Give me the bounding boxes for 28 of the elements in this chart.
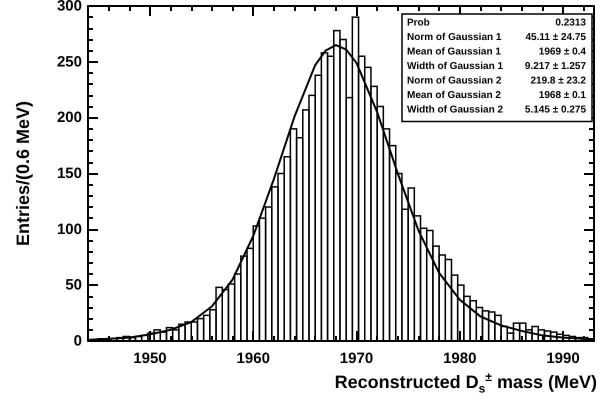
- annotation: 219.8 ± 23.2: [530, 76, 586, 86]
- y-tick-label: 150: [56, 165, 82, 182]
- annotation: Width of Gaussian 2: [407, 104, 504, 116]
- y-tick-label: 100: [56, 220, 82, 238]
- annotation: Width of Gaussian 1: [407, 61, 504, 72]
- y-tick-label: 50: [65, 276, 82, 294]
- x-tick-label: 1990: [546, 350, 580, 367]
- x-tick-label: 1980: [443, 350, 476, 367]
- annotation: 0.2313: [555, 18, 586, 28]
- x-tick-label: 1950: [133, 350, 167, 367]
- annotation: 45.11 ± 24.75: [525, 32, 586, 43]
- x-axis-title: Reconstructed D$_{s}$$^{±}$ mass (MeV): [334, 370, 597, 396]
- y-tick-label: 250: [56, 53, 82, 70]
- annotation: Prob: [407, 18, 430, 28]
- annotation: Norm of Gaussian 1: [407, 32, 502, 43]
- y-tick-label: 300: [56, 0, 82, 14]
- y-tick-label: 200: [56, 109, 82, 126]
- x-tick-label: 1960: [236, 350, 270, 367]
- y-axis-title: Entries/(0.6 MeV): [13, 100, 33, 246]
- annotation: 9.217 ± 1.257: [524, 61, 586, 72]
- annotation: 5.145 ± 0.275: [524, 104, 586, 116]
- annotation: Norm of Gaussian 2: [407, 76, 502, 86]
- annotation: Mean of Gaussian 2: [407, 90, 502, 101]
- y-tick-label: 0: [74, 332, 82, 350]
- x-tick-label: 1970: [340, 350, 374, 367]
- annotation: Mean of Gaussian 1: [407, 46, 502, 58]
- annotation: 1969 ± 0.4: [538, 46, 586, 58]
- annotation: 1968 ± 0.1: [538, 90, 586, 101]
